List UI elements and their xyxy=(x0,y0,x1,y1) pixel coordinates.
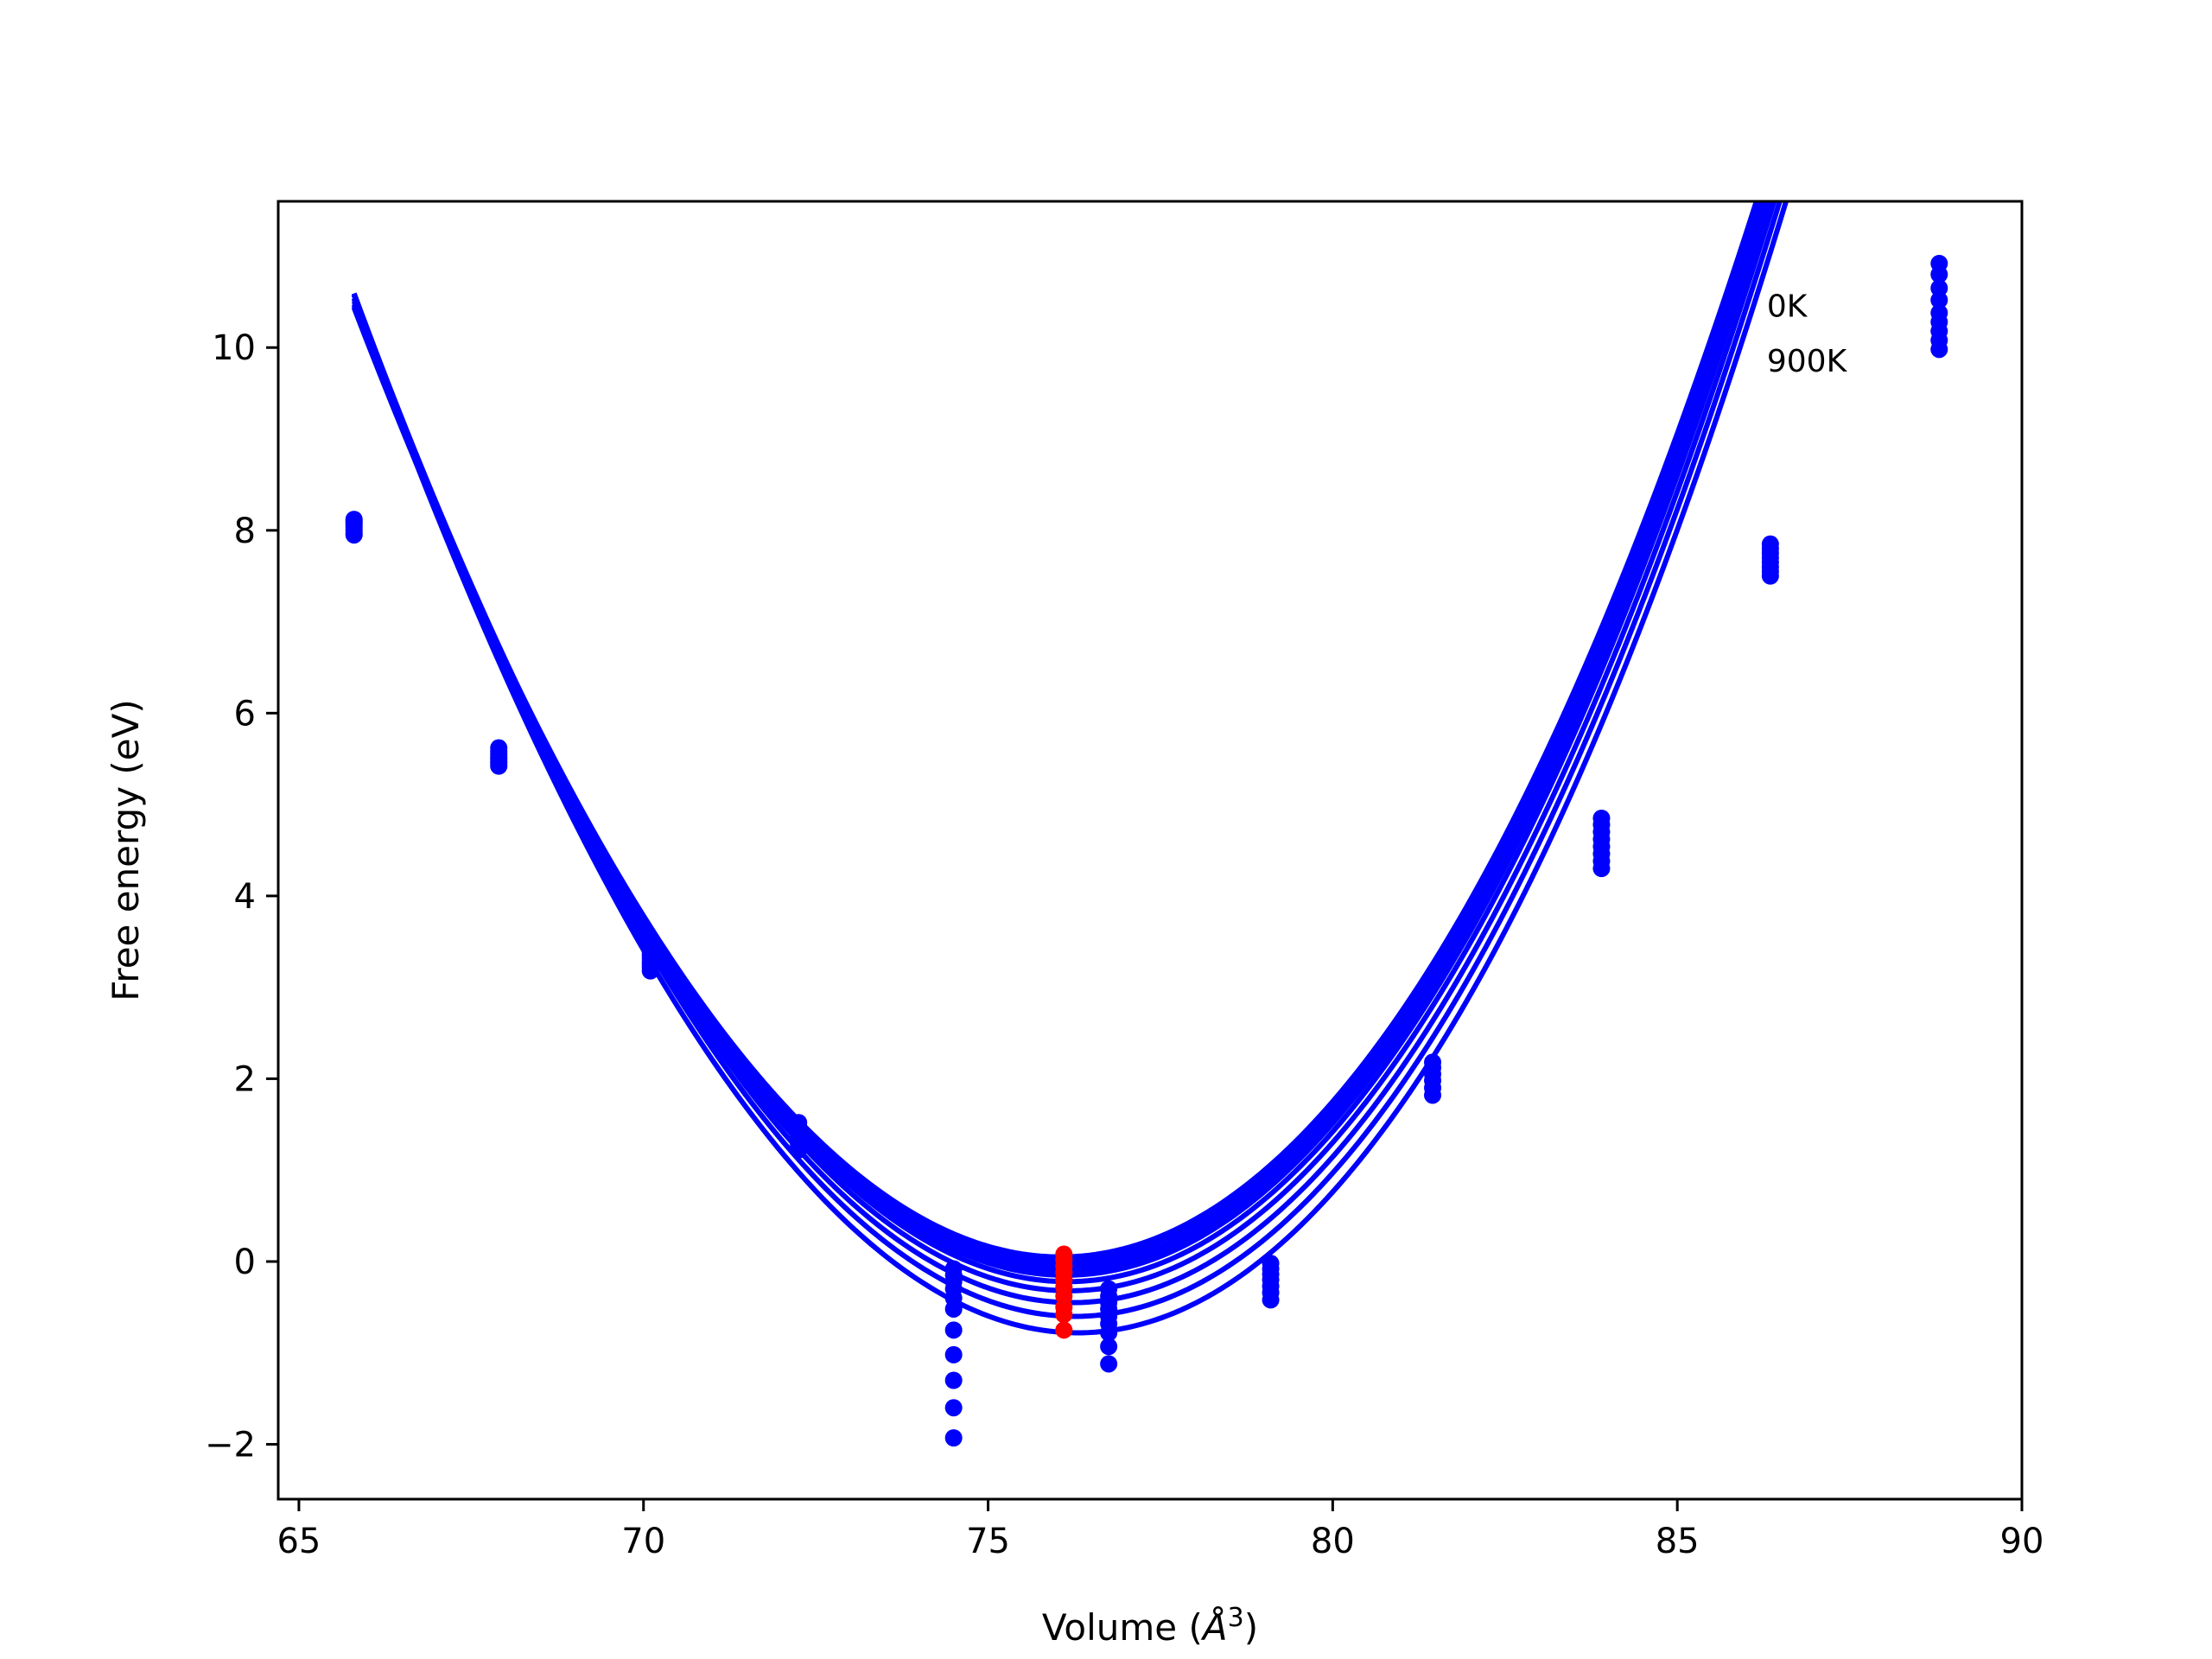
data-point xyxy=(345,526,363,544)
data-point xyxy=(1100,1338,1118,1356)
data-points xyxy=(345,254,1948,1447)
y-tick-label: 10 xyxy=(212,328,256,368)
fit-curves xyxy=(351,201,1789,1336)
annotations: 0K 900K xyxy=(1767,289,1848,379)
data-point xyxy=(1761,567,1779,585)
x-axis-label: Volume (Å3) xyxy=(1042,1603,1258,1649)
fit-curve xyxy=(351,201,1764,1274)
fit-curve xyxy=(351,201,1766,1278)
data-point xyxy=(1424,1086,1442,1104)
data-point xyxy=(944,1429,963,1447)
plot-frame xyxy=(276,200,2024,1501)
data-point xyxy=(1930,279,1948,297)
x-tick-label: 75 xyxy=(966,1522,1010,1561)
equilibrium-point xyxy=(1055,1306,1073,1324)
data-point xyxy=(790,1141,808,1159)
x-tick-label: 90 xyxy=(2000,1522,2044,1561)
data-point xyxy=(1100,1324,1118,1342)
fit-curve xyxy=(351,201,1772,1294)
temperature-annotation: 900K xyxy=(1767,344,1848,379)
y-tick-label: 4 xyxy=(234,877,256,917)
plot-area xyxy=(345,201,1948,1447)
data-point xyxy=(1930,265,1948,283)
y-tick-label: 8 xyxy=(234,512,256,551)
x-tick-label: 70 xyxy=(621,1522,665,1561)
fit-curve xyxy=(351,201,1789,1336)
fit-curve xyxy=(351,201,1763,1269)
fit-curve xyxy=(351,201,1769,1285)
data-point xyxy=(944,1399,963,1417)
data-point xyxy=(1930,291,1948,309)
equilibrium-point xyxy=(1055,1321,1073,1339)
y-tick-label: 2 xyxy=(234,1059,256,1099)
x-axis: 65 70 75 80 85 90 xyxy=(276,1499,2044,1561)
data-point xyxy=(490,757,508,775)
x-tick-label: 85 xyxy=(1656,1522,1700,1561)
data-point xyxy=(944,1345,963,1363)
fit-curve xyxy=(351,201,1759,1260)
fit-curve xyxy=(351,201,1777,1306)
y-tick-label: 0 xyxy=(234,1243,256,1282)
data-point xyxy=(1592,860,1611,878)
y-tick-label: −2 xyxy=(205,1426,256,1465)
data-point xyxy=(641,962,659,980)
data-point xyxy=(944,1371,963,1389)
x-tick-label: 65 xyxy=(276,1522,321,1561)
data-point xyxy=(944,1321,963,1339)
fit-curve xyxy=(351,201,1760,1264)
y-tick-label: 6 xyxy=(234,694,256,734)
data-point xyxy=(1262,1291,1280,1309)
data-point xyxy=(1930,340,1948,359)
temperature-annotation: 0K xyxy=(1767,289,1808,325)
data-point xyxy=(944,1300,963,1318)
data-point xyxy=(1100,1355,1118,1373)
fit-curve xyxy=(351,201,1783,1319)
y-axis: −2 0 2 4 6 8 10 xyxy=(205,328,278,1465)
y-axis-label: Free energy (eV) xyxy=(105,699,147,1001)
x-tick-label: 80 xyxy=(1311,1522,1355,1561)
